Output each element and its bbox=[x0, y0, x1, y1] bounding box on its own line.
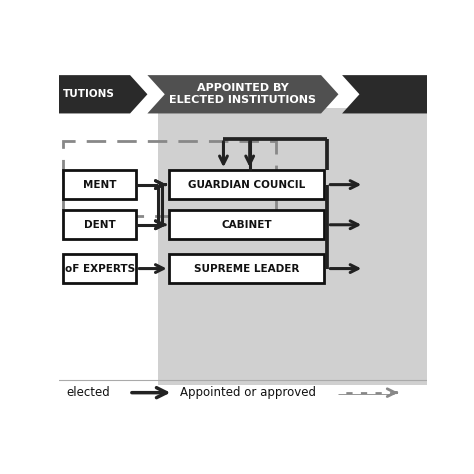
Text: CABINET: CABINET bbox=[221, 220, 272, 230]
Text: DENT: DENT bbox=[84, 220, 116, 230]
FancyBboxPatch shape bbox=[169, 170, 324, 199]
Polygon shape bbox=[342, 75, 445, 113]
Text: oF EXPERTS: oF EXPERTS bbox=[64, 264, 135, 273]
FancyBboxPatch shape bbox=[169, 210, 324, 239]
Polygon shape bbox=[147, 75, 338, 113]
Text: SUPREME LEADER: SUPREME LEADER bbox=[194, 264, 299, 273]
FancyBboxPatch shape bbox=[158, 108, 427, 385]
Text: elected: elected bbox=[66, 386, 110, 399]
Text: MENT: MENT bbox=[83, 180, 117, 190]
Text: Appointed or approved: Appointed or approved bbox=[181, 386, 317, 399]
FancyBboxPatch shape bbox=[169, 254, 324, 283]
FancyBboxPatch shape bbox=[63, 170, 137, 199]
Polygon shape bbox=[30, 75, 147, 113]
Text: TUTIONS: TUTIONS bbox=[63, 89, 115, 99]
FancyBboxPatch shape bbox=[63, 210, 137, 239]
FancyBboxPatch shape bbox=[63, 254, 137, 283]
Text: APPOINTED BY
ELECTED INSTITUTIONS: APPOINTED BY ELECTED INSTITUTIONS bbox=[169, 83, 317, 106]
Text: GUARDIAN COUNCIL: GUARDIAN COUNCIL bbox=[188, 180, 305, 190]
